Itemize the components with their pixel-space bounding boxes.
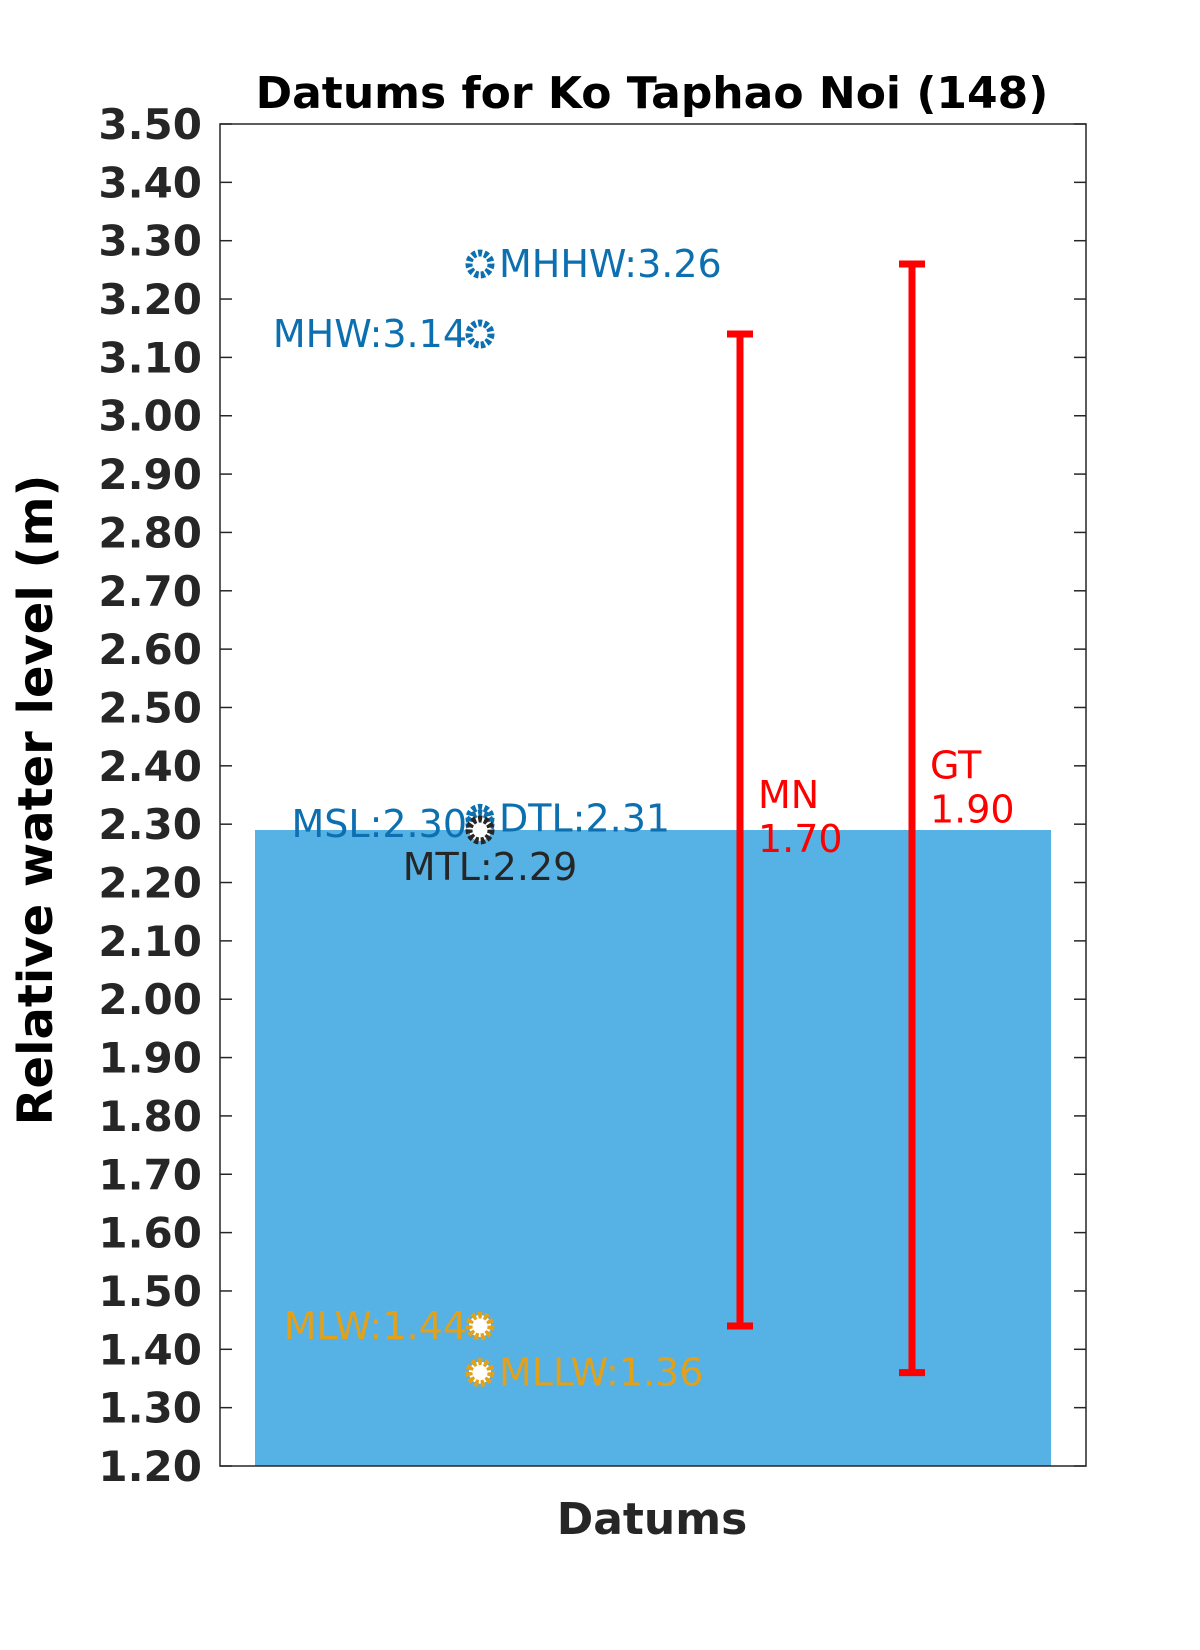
range-value-label: 1.90 — [930, 787, 1015, 831]
datum-label-mllw: MLLW:1.36 — [499, 1351, 703, 1395]
y-tick-label: 1.70 — [98, 1150, 202, 1199]
y-tick-label: 1.40 — [98, 1325, 202, 1374]
range-name-label: MN — [758, 773, 819, 817]
axes-frame — [219, 123, 1087, 1467]
y-axis-label: Relative water level (m) — [8, 475, 64, 1126]
y-tick-label: 1.80 — [98, 1092, 202, 1141]
datum-label-mhhw: MHHW:3.26 — [499, 242, 722, 286]
y-tick-label: 2.90 — [98, 450, 202, 499]
y-tick-label: 3.30 — [98, 217, 202, 266]
y-tick-label: 2.20 — [98, 859, 202, 908]
datum-marker-mhhw — [465, 249, 495, 279]
datum-label-mlw: MLW:1.44 — [284, 1304, 467, 1348]
y-tick-label: 3.00 — [98, 392, 202, 441]
y-tick-label: 2.10 — [98, 917, 202, 966]
y-tick-label: 1.60 — [98, 1209, 202, 1258]
y-tick-label: 3.20 — [98, 275, 202, 324]
y-tick-label: 3.40 — [98, 158, 202, 207]
y-tick-label: 2.50 — [98, 683, 202, 732]
datum-label-mtl: MTL:2.29 — [403, 845, 578, 889]
datum-marker-mllw — [465, 1358, 495, 1388]
range-value-label: 1.70 — [758, 817, 843, 861]
datum-marker-mlw — [465, 1311, 495, 1341]
y-tick-label: 2.40 — [98, 742, 202, 791]
y-tick-label: 2.70 — [98, 567, 202, 616]
datum-label-msl: MSL:2.30 — [292, 802, 468, 846]
y-tick-label: 3.10 — [98, 333, 202, 382]
y-tick-label: 2.80 — [98, 508, 202, 557]
water-level-fill — [255, 830, 1051, 1466]
y-tick-label: 2.00 — [98, 975, 202, 1024]
y-tick-label: 2.60 — [98, 625, 202, 674]
datum-label-mhw: MHW:3.14 — [273, 312, 467, 356]
datum-marker-mtl — [465, 815, 495, 845]
y-tick-label: 1.50 — [98, 1267, 202, 1316]
datum-marker-mhw — [465, 319, 495, 349]
range-name-label: GT — [930, 743, 982, 787]
x-axis-label: Datums — [557, 1494, 748, 1545]
y-tick-label: 3.50 — [98, 100, 202, 149]
chart-title: Datums for Ko Taphao Noi (148) — [256, 68, 1049, 119]
datum-label-dtl: DTL:2.31 — [499, 796, 670, 840]
y-tick-label: 1.30 — [98, 1384, 202, 1433]
plot-area: 1.20 1.30 1.40 1.50 1.60 1.70 1.80 1.90 2.00 2.10… — [98, 100, 1087, 1491]
y-tick-label: 2.30 — [98, 800, 202, 849]
y-tick-label: 1.20 — [98, 1442, 202, 1491]
y-tick-label: 1.90 — [98, 1034, 202, 1083]
